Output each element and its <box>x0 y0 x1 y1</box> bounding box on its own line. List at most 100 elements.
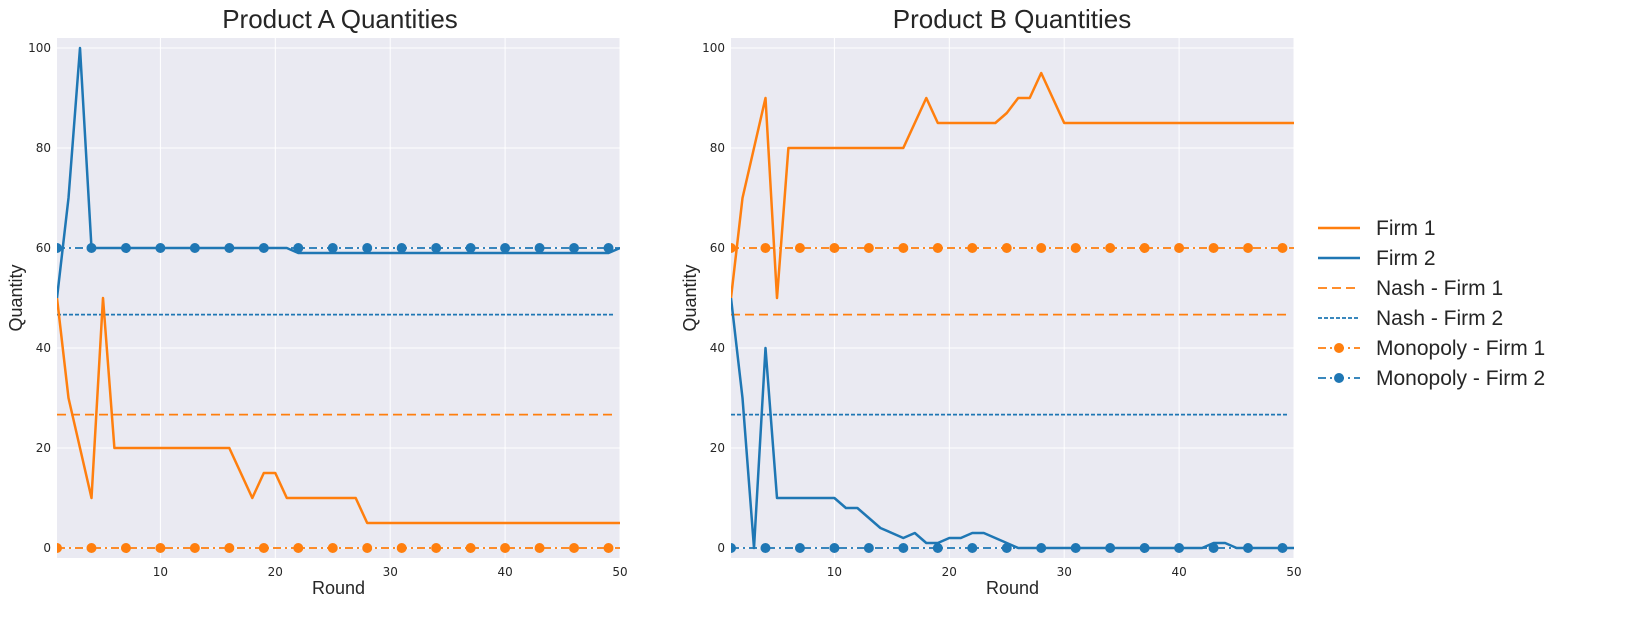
x-tick-label: 10 <box>153 565 168 579</box>
y-tick-label: 100 <box>28 41 51 55</box>
marker-monopoly-firm-1 <box>431 543 442 553</box>
x-axis-label: Round <box>986 578 1039 598</box>
marker-monopoly-firm-1 <box>57 543 62 553</box>
legend-label: Nash - Firm 1 <box>1376 277 1503 300</box>
chart-panel-2: 10 20 30 40 50 0 20 40 60 80 100 Product B Quantiti… <box>680 4 1302 598</box>
marker-monopoly-firm-1 <box>863 243 874 253</box>
series-line-firm-1 <box>731 71 1294 300</box>
marker-monopoly-firm-1 <box>1105 243 1116 253</box>
x-tick-label: 50 <box>1286 565 1301 579</box>
marker-monopoly-firm-1 <box>327 543 338 553</box>
marker-monopoly-firm-2 <box>500 243 511 253</box>
series-line-firm-2 <box>57 46 620 299</box>
marker-monopoly-firm-2 <box>794 543 805 553</box>
marker-monopoly-firm-1 <box>794 243 805 253</box>
y-tick-label: 80 <box>36 141 51 155</box>
y-axis-label: Quantity <box>680 264 700 331</box>
marker-monopoly-firm-1 <box>155 543 166 553</box>
marker-monopoly-firm-2 <box>327 243 338 253</box>
marker-monopoly-firm-2 <box>362 243 373 253</box>
series-group <box>57 46 620 553</box>
marker-monopoly-firm-1 <box>967 243 978 253</box>
legend-label: Monopoly - Firm 1 <box>1376 337 1545 360</box>
marker-monopoly-firm-2 <box>569 243 580 253</box>
marker-monopoly-firm-1 <box>293 543 304 553</box>
legend-label: Nash - Firm 2 <box>1376 307 1503 330</box>
x-tick-label: 10 <box>827 565 842 579</box>
marker-monopoly-firm-1 <box>1139 243 1150 253</box>
y-tick-label: 40 <box>36 341 51 355</box>
marker-monopoly-firm-2 <box>932 543 943 553</box>
x-tick-label: 20 <box>268 565 283 579</box>
marker-monopoly-firm-2 <box>829 543 840 553</box>
marker-monopoly-firm-1 <box>465 543 476 553</box>
marker-monopoly-firm-1 <box>898 243 909 253</box>
x-tick-label: 40 <box>497 565 512 579</box>
plot-area <box>731 38 1294 558</box>
y-tick-label: 60 <box>36 241 51 255</box>
legend-label: Monopoly - Firm 2 <box>1376 367 1545 390</box>
y-axis-label: Quantity <box>6 264 26 331</box>
series-group <box>731 71 1294 553</box>
legend: Firm 1 Firm 2 Nash - Firm 1 Nash - Firm 2 Mo… <box>1318 217 1545 390</box>
marker-monopoly-firm-2 <box>898 543 909 553</box>
marker-monopoly-firm-1 <box>224 543 235 553</box>
marker-monopoly-firm-1 <box>1174 243 1185 253</box>
marker-monopoly-firm-1 <box>829 243 840 253</box>
marker-monopoly-firm-2 <box>534 243 545 253</box>
y-tick-label: 60 <box>710 241 725 255</box>
y-tick-label: 80 <box>710 141 725 155</box>
y-tick-label: 0 <box>717 541 725 555</box>
marker-monopoly-firm-1 <box>1277 243 1288 253</box>
marker-monopoly-firm-1 <box>120 543 131 553</box>
marker-monopoly-firm-1 <box>258 543 269 553</box>
y-tick-label: 20 <box>36 441 51 455</box>
marker-monopoly-firm-1 <box>1243 243 1254 253</box>
marker-monopoly-firm-2 <box>431 243 442 253</box>
marker-monopoly-firm-2 <box>967 543 978 553</box>
marker-monopoly-firm-2 <box>1001 543 1012 553</box>
legend-marker-monopoly-firm-1 <box>1334 343 1344 353</box>
x-axis-label: Round <box>312 578 365 598</box>
marker-monopoly-firm-1 <box>362 543 373 553</box>
marker-monopoly-firm-1 <box>1208 243 1219 253</box>
marker-monopoly-firm-2 <box>731 543 736 553</box>
legend-label: Firm 1 <box>1376 217 1436 240</box>
x-tick-label: 50 <box>612 565 627 579</box>
marker-monopoly-firm-1 <box>86 543 97 553</box>
marker-monopoly-firm-1 <box>760 243 771 253</box>
marker-monopoly-firm-1 <box>569 543 580 553</box>
y-tick-label: 100 <box>702 41 725 55</box>
marker-monopoly-firm-1 <box>534 543 545 553</box>
marker-monopoly-firm-1 <box>1001 243 1012 253</box>
tick-labels: 10 20 30 40 50 0 20 40 60 80 100 <box>28 41 628 579</box>
legend-marker-monopoly-firm-2 <box>1334 373 1344 383</box>
y-tick-label: 40 <box>710 341 725 355</box>
marker-monopoly-firm-2 <box>396 243 407 253</box>
marker-monopoly-firm-2 <box>1208 543 1219 553</box>
marker-monopoly-firm-1 <box>603 543 614 553</box>
chart-panel-1: 10 20 30 40 50 0 20 40 60 80 100 Product A Quantiti… <box>6 4 628 598</box>
tick-labels: 10 20 30 40 50 0 20 40 60 80 100 <box>702 41 1302 579</box>
x-tick-label: 40 <box>1171 565 1186 579</box>
series-line-firm-1 <box>57 296 620 525</box>
marker-monopoly-firm-2 <box>465 243 476 253</box>
marker-monopoly-firm-2 <box>760 543 771 553</box>
marker-monopoly-firm-2 <box>863 543 874 553</box>
x-tick-label: 30 <box>1057 565 1072 579</box>
marker-monopoly-firm-1 <box>1070 243 1081 253</box>
marker-monopoly-firm-1 <box>189 543 200 553</box>
marker-monopoly-firm-1 <box>932 243 943 253</box>
marker-monopoly-firm-1 <box>731 243 736 253</box>
marker-monopoly-firm-2 <box>293 243 304 253</box>
marker-monopoly-firm-1 <box>396 543 407 553</box>
y-tick-label: 20 <box>710 441 725 455</box>
x-tick-label: 20 <box>942 565 957 579</box>
series-line-firm-2 <box>731 297 1294 550</box>
plot-area <box>57 38 620 558</box>
chart-title: Product A Quantities <box>222 4 458 34</box>
marker-monopoly-firm-1 <box>500 543 511 553</box>
y-tick-label: 0 <box>43 541 51 555</box>
marker-monopoly-firm-2 <box>57 243 62 253</box>
